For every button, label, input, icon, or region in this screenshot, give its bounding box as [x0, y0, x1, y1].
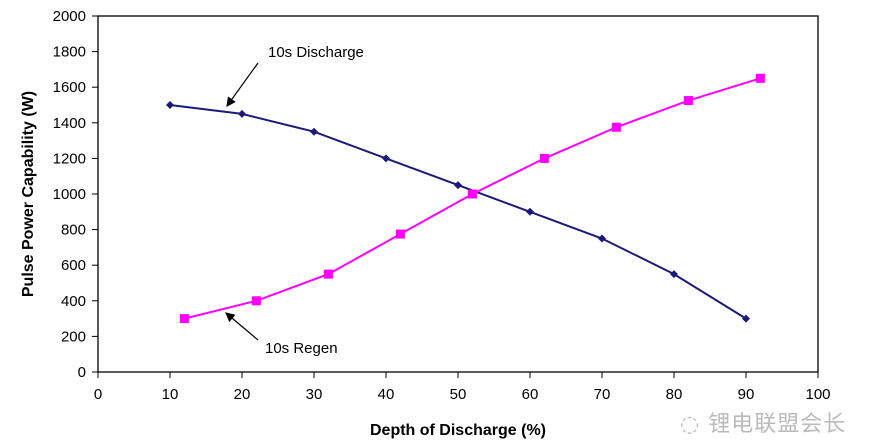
x-tick-label: 50: [450, 386, 467, 403]
data-point-discharge: [238, 109, 246, 118]
data-point-regen: [539, 153, 549, 163]
data-point-discharge: [382, 154, 390, 163]
data-point-regen: [467, 189, 477, 199]
annotation-discharge-arrow: [226, 62, 259, 107]
y-tick-label: 1200: [53, 150, 86, 167]
data-point-regen: [683, 96, 693, 106]
data-point-discharge: [526, 207, 534, 216]
x-tick-label: 80: [666, 386, 683, 403]
data-point-regen: [755, 73, 765, 83]
wechat-icon: ◌: [680, 412, 709, 437]
data-point-discharge: [742, 314, 750, 323]
y-tick-label: 1600: [53, 79, 86, 96]
x-tick-label: 40: [378, 386, 395, 403]
plot-frame: [97, 15, 819, 373]
data-point-discharge: [670, 270, 678, 279]
y-tick-label: 1800: [53, 44, 86, 61]
data-point-regen: [179, 314, 189, 324]
annotation-regen-arrow: [225, 312, 259, 341]
x-tick-label: 70: [594, 386, 611, 403]
x-axis-label: Depth of Discharge (%): [370, 422, 546, 439]
x-tick-label: 0: [94, 386, 102, 403]
watermark: ◌ 锂电联盟会长: [680, 412, 847, 437]
x-tick-label: 60: [522, 386, 539, 403]
annotation-discharge: 10s Discharge: [268, 44, 364, 61]
x-tick-label: 30: [306, 386, 323, 403]
y-tick-label: 200: [61, 328, 86, 345]
y-tick-label: 600: [61, 257, 86, 274]
y-tick-label: 400: [61, 293, 86, 310]
data-point-discharge: [310, 127, 318, 136]
x-tick-label: 100: [805, 386, 830, 403]
x-tick-label: 90: [738, 386, 755, 403]
x-tick-label: 20: [234, 386, 251, 403]
y-tick-label: 0: [78, 364, 86, 381]
data-point-regen: [395, 229, 405, 239]
series-line-0: [169, 104, 747, 320]
data-point-discharge: [598, 234, 606, 243]
data-point-regen: [611, 122, 621, 132]
data-point-discharge: [166, 101, 174, 109]
y-tick-label: 800: [61, 222, 86, 239]
data-point-regen: [251, 296, 261, 306]
y-axis-label: Pulse Power Capability (W): [20, 91, 37, 297]
data-point-discharge: [454, 181, 462, 190]
y-tick-label: 2000: [53, 8, 86, 25]
y-tick-label: 1000: [53, 186, 86, 203]
annotation-regen: 10s Regen: [265, 340, 338, 357]
x-tick-label: 10: [162, 386, 179, 403]
y-tick-label: 1400: [53, 115, 86, 132]
data-point-regen: [323, 269, 333, 279]
